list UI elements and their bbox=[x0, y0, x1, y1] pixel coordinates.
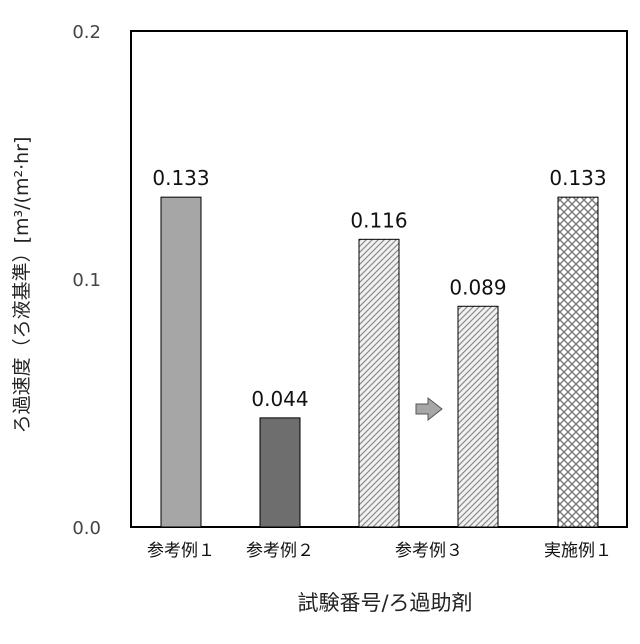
category-labels: 参考例１ 参考例２ 参考例３ 実施例１ bbox=[147, 541, 612, 561]
x-axis-title: 試験番号/ろ過助剤 bbox=[297, 591, 472, 615]
y-tick-label: 0.0 bbox=[72, 518, 101, 539]
bar bbox=[260, 418, 300, 527]
y-tick-label: 0.2 bbox=[72, 22, 101, 43]
arrow-right-icon bbox=[416, 398, 442, 420]
bars bbox=[161, 197, 598, 527]
bar-value-label: 0.089 bbox=[449, 275, 506, 299]
bar-value-label: 0.133 bbox=[549, 166, 606, 190]
bar bbox=[359, 239, 399, 527]
bar bbox=[458, 306, 498, 527]
category-label: 実施例１ bbox=[544, 541, 612, 561]
bar bbox=[558, 197, 598, 527]
bar-value-label: 0.116 bbox=[350, 208, 407, 232]
y-tick-label: 0.1 bbox=[72, 270, 101, 291]
y-axis-ticks: 0.0 0.1 0.2 bbox=[72, 22, 101, 539]
bar-value-label: 0.044 bbox=[251, 387, 308, 411]
arrow-annotation bbox=[416, 398, 442, 420]
bar bbox=[161, 197, 201, 527]
category-label: 参考例２ bbox=[246, 541, 314, 561]
bar-value-label: 0.133 bbox=[152, 166, 209, 190]
category-label: 参考例３ bbox=[395, 541, 463, 561]
y-axis-title: ろ過速度（ろ液基準）[m³/(m²·hr] bbox=[11, 137, 33, 434]
category-label: 参考例１ bbox=[147, 541, 215, 561]
